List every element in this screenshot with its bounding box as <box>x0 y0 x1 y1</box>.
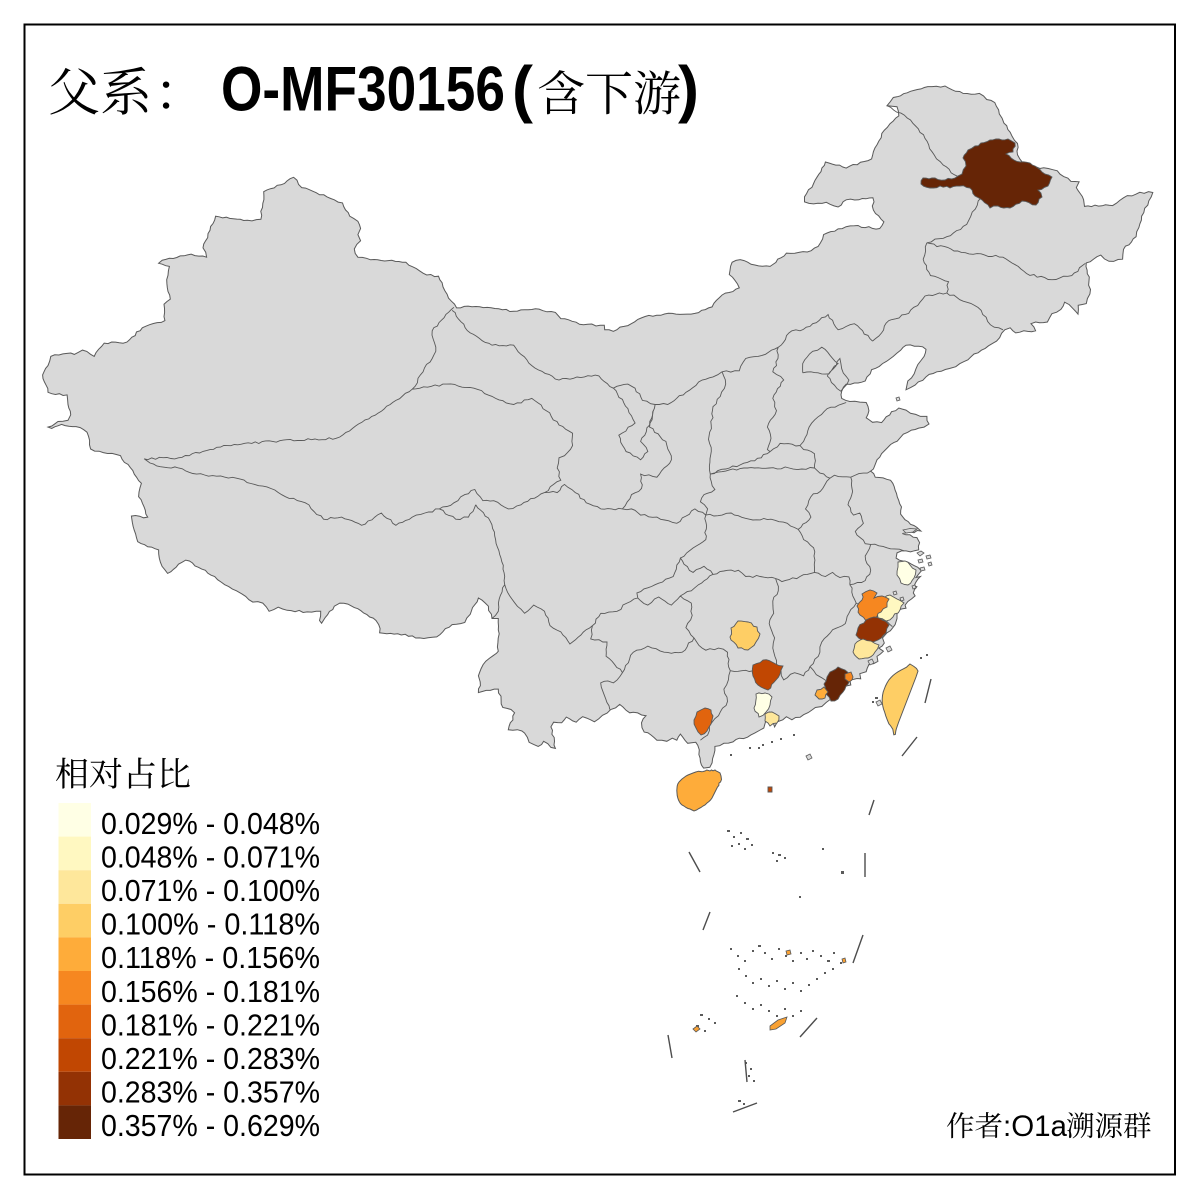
svg-text:0.283% - 0.357%: 0.283% - 0.357% <box>101 1076 320 1110</box>
svg-text:0.221% - 0.283%: 0.221% - 0.283% <box>101 1042 320 1076</box>
svg-text:0.181% - 0.221%: 0.181% - 0.221% <box>101 1008 320 1042</box>
svg-text::O1a: :O1a <box>1003 1110 1068 1143</box>
svg-text:(: ( <box>512 55 533 125</box>
svg-text:0.156% - 0.181%: 0.156% - 0.181% <box>101 975 320 1009</box>
svg-text:0.118% - 0.156%: 0.118% - 0.156% <box>101 941 320 975</box>
svg-text:0.029% - 0.048%: 0.029% - 0.048% <box>101 807 320 841</box>
svg-text:): ) <box>678 55 699 125</box>
svg-text:0.100% - 0.118%: 0.100% - 0.118% <box>101 908 320 942</box>
svg-text:0.071% - 0.100%: 0.071% - 0.100% <box>101 874 320 908</box>
svg-text:O-MF30156: O-MF30156 <box>221 55 505 125</box>
svg-text:0.357% - 0.629%: 0.357% - 0.629% <box>101 1109 320 1143</box>
svg-text:0.048% - 0.071%: 0.048% - 0.071% <box>101 840 320 874</box>
